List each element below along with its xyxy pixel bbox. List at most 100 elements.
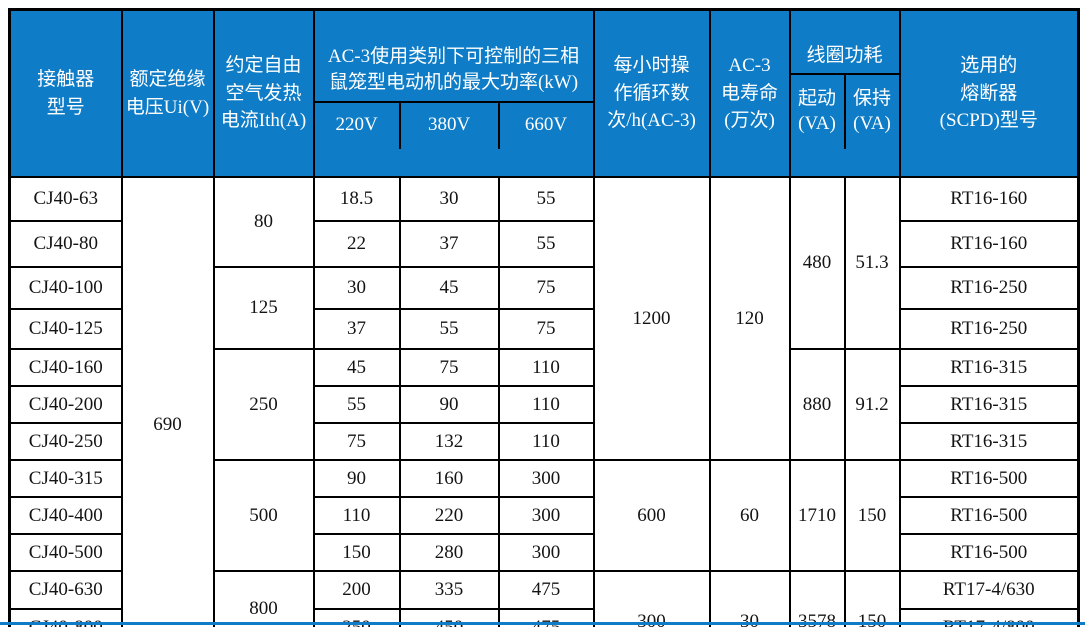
table-row: CJ40-630 800 200 335 475 300 30 3578 150…	[8, 570, 1080, 627]
model-cell: CJ40-500	[8, 533, 123, 573]
coil-start-cell: 1710	[788, 459, 846, 573]
model-cell: CJ40-315	[8, 459, 123, 499]
ith-cell: 80	[212, 176, 315, 269]
voltage-cell: 690	[120, 176, 215, 627]
kw380-cell: 132	[398, 422, 500, 462]
coil-hold-cell: 91.2	[843, 348, 901, 462]
table-row: CJ40-500 150 280 300 RT16-500	[8, 533, 1080, 573]
kw660-cell: 75	[497, 266, 595, 311]
ith-cell: 125	[212, 266, 315, 351]
kw220-cell: 150	[312, 533, 401, 573]
model-cell: CJ40-200	[8, 385, 123, 425]
table-row: CJ40-250 75 132 110 RT16-315	[8, 422, 1080, 462]
kw380-cell: 75	[398, 348, 500, 388]
fuse-cell: RT16-315	[898, 348, 1080, 388]
fuse-cell: RT16-250	[898, 308, 1080, 351]
fuse-cell: RT16-250	[898, 266, 1080, 311]
kw220-cell: 18.5	[312, 176, 401, 223]
kw380-cell: 30	[398, 176, 500, 223]
life-cell: 60	[708, 459, 791, 573]
coil-power-group-head: 线圈功耗 起动 (VA) 保持 (VA)	[791, 39, 898, 149]
ith-cell: 800	[212, 570, 315, 627]
kw660-cell: 110	[497, 348, 595, 388]
fuse-cell: RT16-160	[898, 220, 1080, 269]
ac3-power-subheaders: 220V 380V 660V	[316, 102, 592, 149]
kw220-cell: 55	[312, 385, 401, 425]
kw380-cell: 90	[398, 385, 500, 425]
kw660-cell: 75	[497, 308, 595, 351]
table-header: 接触器 型号 额定绝缘 电压Ui(V) 约定自由 空气发热 电流Ith(A) A…	[8, 8, 1080, 179]
life-cell: 120	[708, 176, 791, 462]
ith-cell: 500	[212, 459, 315, 573]
subheader-start-va: 起动 (VA)	[798, 87, 837, 134]
kw660-cell: 300	[497, 496, 595, 536]
spec-table-wrapper: 接触器 型号 额定绝缘 电压Ui(V) 约定自由 空气发热 电流Ith(A) A…	[8, 8, 1081, 627]
bottom-accent-rule	[0, 622, 1085, 625]
table-row: CJ40-200 55 90 110 RT16-315	[8, 385, 1080, 425]
kw380-cell: 37	[398, 220, 500, 269]
cycles-cell: 600	[592, 459, 711, 573]
life-cell: 30	[708, 570, 791, 627]
kw660-cell: 475	[497, 570, 595, 611]
fuse-cell: RT16-500	[898, 533, 1080, 573]
fuse-cell: RT16-315	[898, 422, 1080, 462]
model-cell: CJ40-100	[8, 266, 123, 311]
coil-hold-cell: 150	[843, 459, 901, 573]
table-row: CJ40-125 37 55 75 RT16-250	[8, 308, 1080, 351]
header-electrical-life: AC-3 电寿命 (万次)	[708, 8, 791, 179]
header-thermal-current: 约定自由 空气发热 电流Ith(A)	[212, 8, 315, 179]
coil-hold-cell: 51.3	[843, 176, 901, 351]
ith-cell: 250	[212, 348, 315, 462]
subheader-660v: 660V	[497, 102, 592, 149]
table-row: CJ40-400 110 220 300 RT16-500	[8, 496, 1080, 536]
coil-hold-cell: 150	[843, 570, 901, 627]
kw220-cell: 37	[312, 308, 401, 351]
table-body: CJ40-63 690 80 18.5 30 55 1200 120 480 5…	[8, 176, 1080, 627]
subheader-hold-va: 保持 (VA)	[843, 74, 898, 149]
fuse-cell: RT16-500	[898, 459, 1080, 499]
cycles-cell: 300	[592, 570, 711, 627]
coil-power-subheaders: 起动 (VA) 保持 (VA)	[792, 74, 898, 149]
header-coil-power-group: 线圈功耗 起动 (VA) 保持 (VA)	[788, 8, 901, 179]
kw660-cell: 300	[497, 459, 595, 499]
kw380-cell: 280	[398, 533, 500, 573]
kw220-cell: 90	[312, 459, 401, 499]
coil-start-cell: 880	[788, 348, 846, 462]
header-contactor-model: 接触器 型号	[8, 8, 123, 179]
cycles-cell: 1200	[592, 176, 711, 462]
header-operating-cycles: 每小时操 作循环数 次/h(AC-3)	[592, 8, 711, 179]
kw660-cell: 110	[497, 385, 595, 425]
kw220-cell: 30	[312, 266, 401, 311]
coil-start-cell: 3578	[788, 570, 846, 627]
kw380-cell: 45	[398, 266, 500, 311]
kw660-cell: 55	[497, 176, 595, 223]
fuse-cell: RT16-315	[898, 385, 1080, 425]
model-cell: CJ40-630	[8, 570, 123, 611]
subheader-380v: 380V	[398, 102, 498, 149]
model-cell: CJ40-125	[8, 308, 123, 351]
model-cell: CJ40-400	[8, 496, 123, 536]
table-row: CJ40-160 250 45 75 110 880 91.2 RT16-315	[8, 348, 1080, 462]
model-cell: CJ40-63	[8, 176, 123, 223]
kw380-cell: 55	[398, 308, 500, 351]
kw380-cell: 335	[398, 570, 500, 611]
kw220-cell: 110	[312, 496, 401, 536]
kw220-cell: 22	[312, 220, 401, 269]
kw660-cell: 300	[497, 533, 595, 573]
model-cell: CJ40-250	[8, 422, 123, 462]
ac3-power-group-title: AC-3使用类别下可控制的三相 鼠笼型电动机的最大功率(kW)	[315, 39, 592, 103]
kw220-cell: 45	[312, 348, 401, 388]
fuse-cell: RT16-160	[898, 176, 1080, 223]
table-row: CJ40-63 690 80 18.5 30 55 1200 120 480 5…	[8, 176, 1080, 627]
header-fuse-type: 选用的 熔断器 (SCPD)型号	[898, 8, 1080, 179]
table-row: CJ40-80 22 37 55 RT16-160	[8, 220, 1080, 269]
model-cell: CJ40-160	[8, 348, 123, 388]
kw660-cell: 55	[497, 220, 595, 269]
kw380-cell: 160	[398, 459, 500, 499]
fuse-cell: RT16-500	[898, 496, 1080, 536]
kw220-cell: 75	[312, 422, 401, 462]
contactor-spec-table: 接触器 型号 额定绝缘 电压Ui(V) 约定自由 空气发热 电流Ith(A) A…	[8, 8, 1081, 627]
subheader-220v: 220V	[335, 114, 378, 136]
header-ac3-max-power-group: AC-3使用类别下可控制的三相 鼠笼型电动机的最大功率(kW) 220V 380…	[312, 8, 595, 179]
